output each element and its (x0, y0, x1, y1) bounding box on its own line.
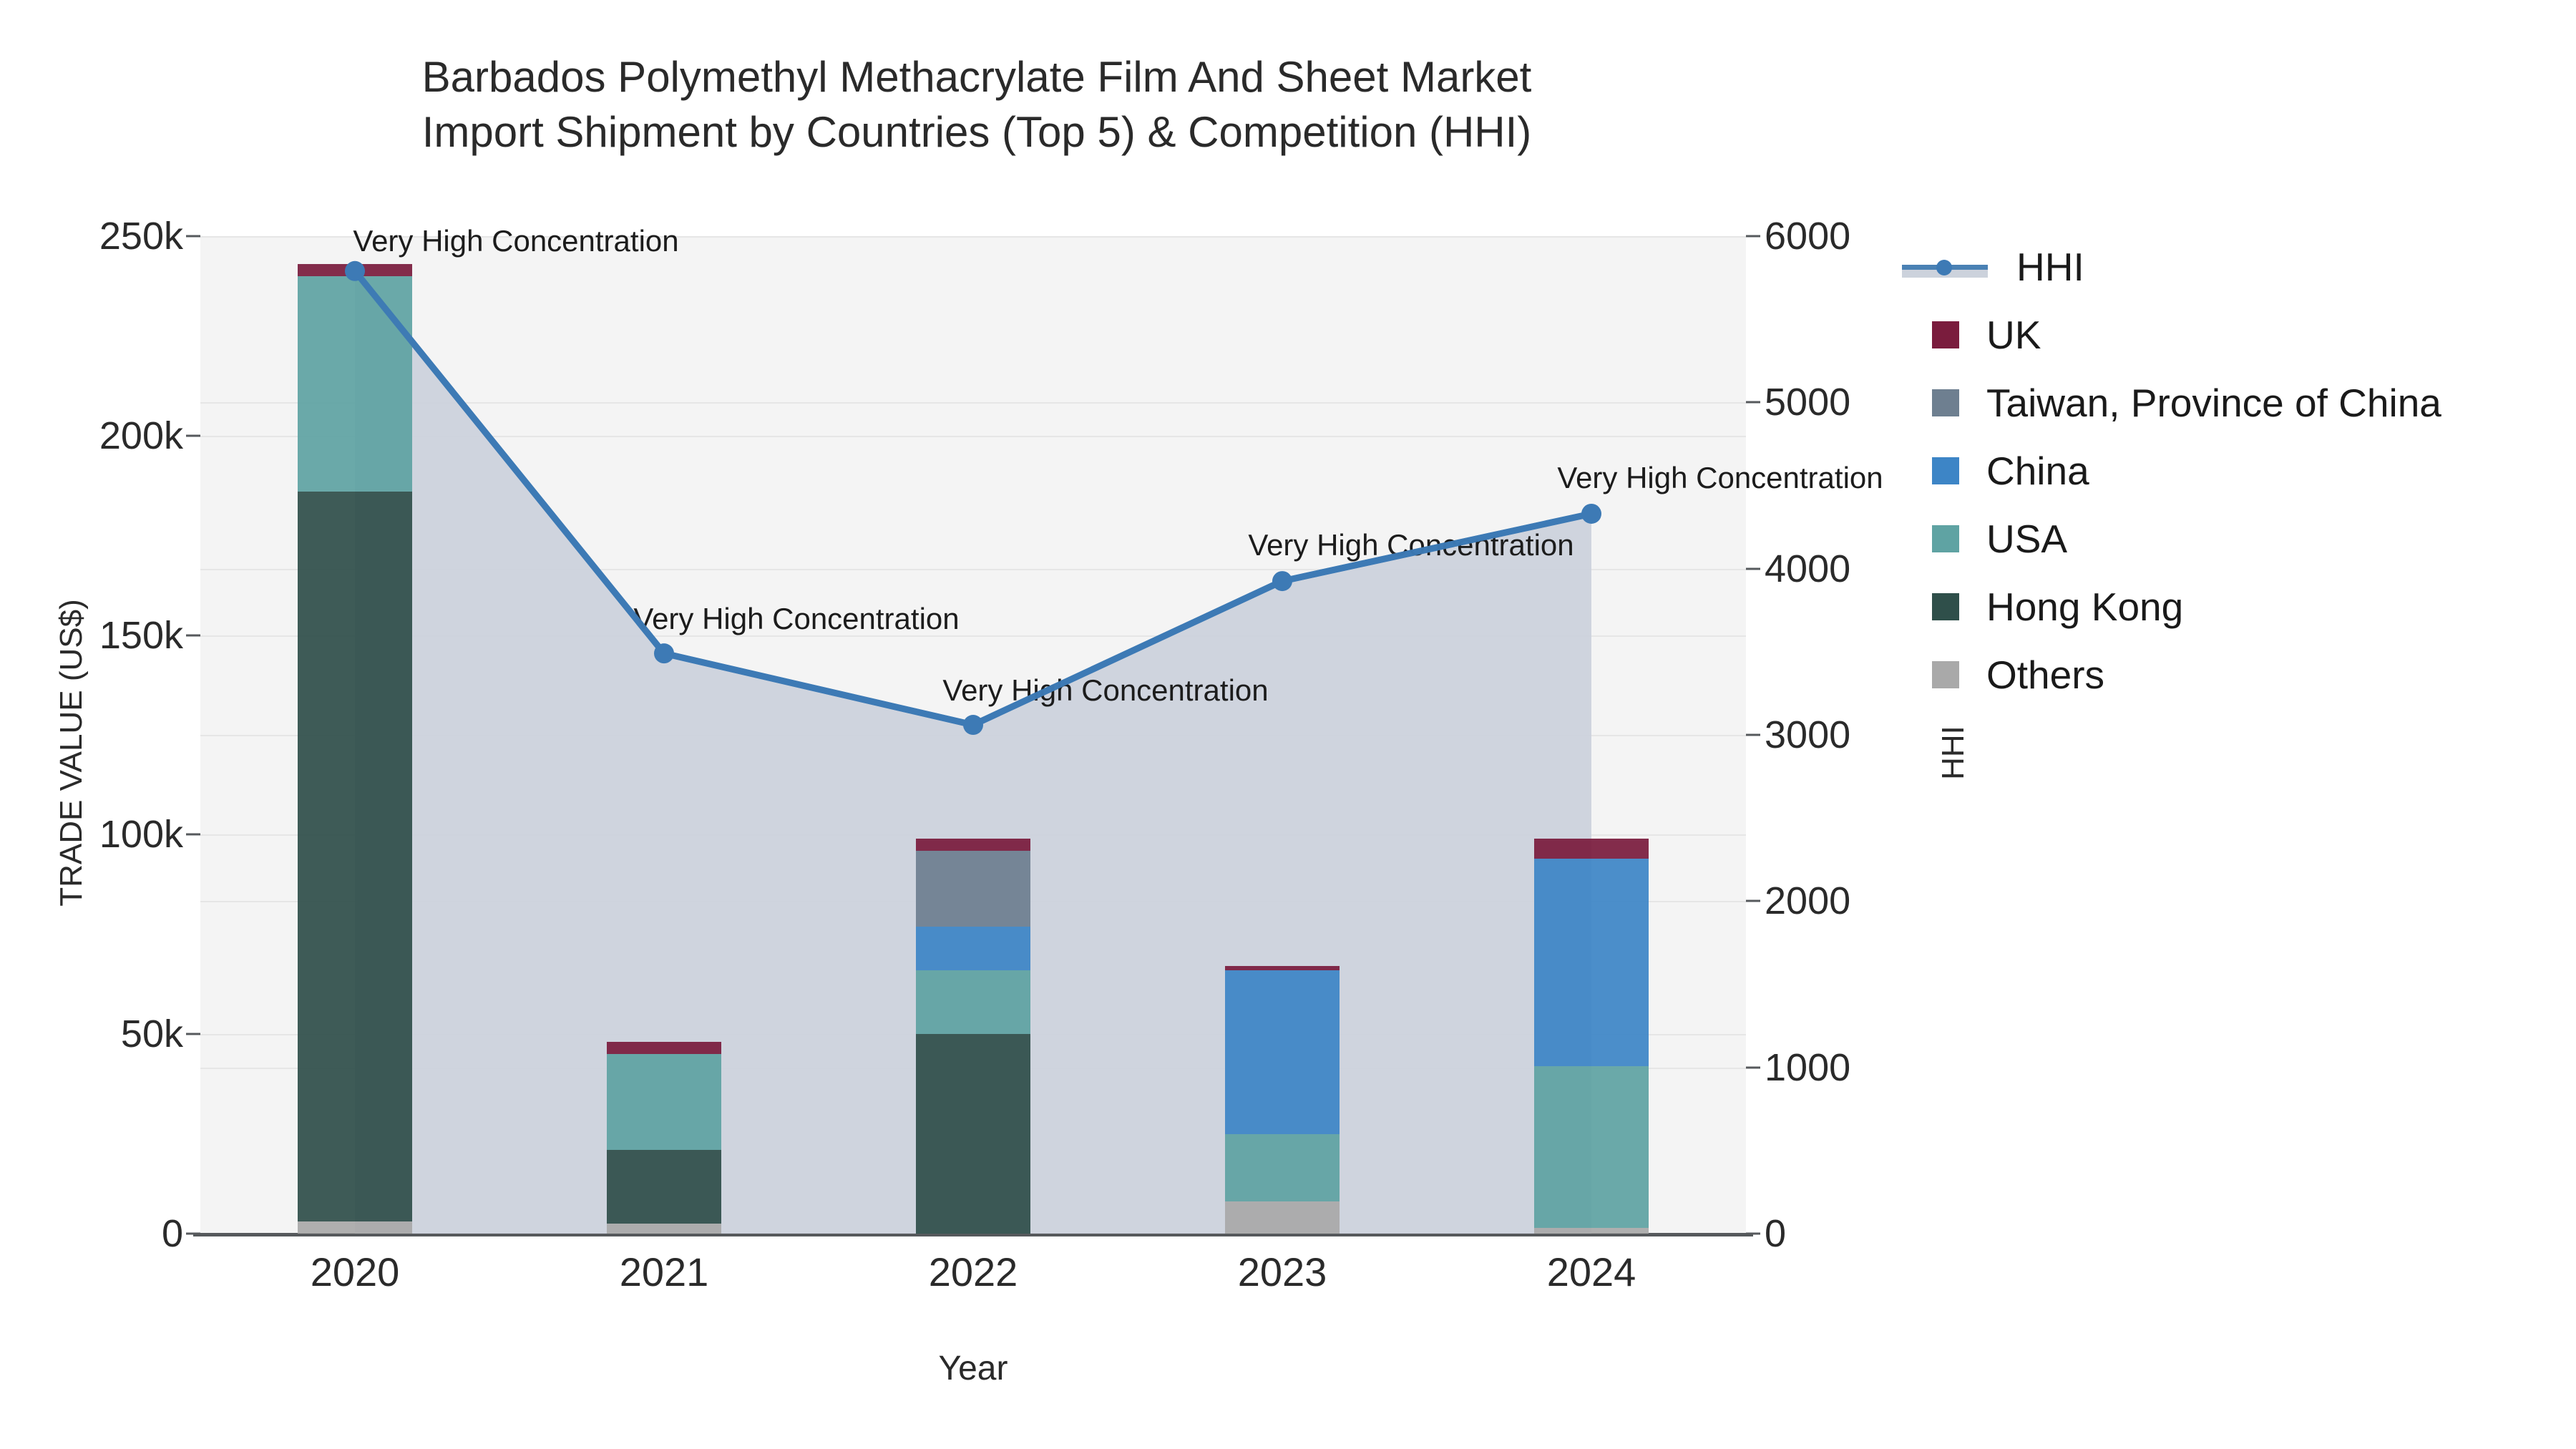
y-axis-label-left: TRADE VALUE (US$) (54, 599, 89, 907)
bar-segment-2022-uk[interactable] (916, 838, 1030, 851)
y-tick-left-200k: 200k (99, 414, 183, 457)
y-tickmark-right (1746, 1232, 1760, 1235)
y-tick-left-0: 0 (161, 1212, 183, 1255)
legend-item-hong-kong[interactable]: Hong Kong (1932, 572, 2562, 640)
legend-item-taiwan-province-of-china[interactable]: Taiwan, Province of China (1932, 369, 2562, 436)
y-tick-left-100k: 100k (99, 813, 183, 857)
y-tickmark-left (186, 235, 200, 238)
y-tickmark-right (1746, 401, 1760, 404)
gridline (200, 236, 1746, 238)
bar-segment-2022-china[interactable] (916, 926, 1030, 970)
y-tick-left-250k: 250k (99, 215, 183, 258)
y-tick-right-0: 0 (1765, 1212, 1787, 1255)
y-tickmark-left (186, 634, 200, 637)
y-tick-right-5000: 5000 (1765, 381, 1851, 424)
legend-item-uk[interactable]: UK (1932, 301, 2562, 369)
x-tick-2021: 2021 (619, 1249, 709, 1294)
x-axis-label: Year (938, 1350, 1008, 1387)
x-tick-2023: 2023 (1237, 1249, 1327, 1294)
bar-segment-2023-others[interactable] (1225, 1201, 1340, 1234)
y-tick-left-50k: 50k (120, 1013, 183, 1056)
legend-item-china[interactable]: China (1932, 436, 2562, 504)
legend-color-swatch (1932, 389, 1959, 416)
y-tick-right-3000: 3000 (1765, 713, 1851, 756)
legend-label: UK (1986, 312, 2041, 357)
legend-line-swatch-icon (1902, 253, 1988, 280)
y-tick-right-1000: 1000 (1765, 1045, 1851, 1089)
y-tickmark-right (1746, 567, 1760, 570)
legend-label: HHI (2016, 244, 2084, 289)
legend-label: Others (1986, 652, 2105, 697)
bar-group-2021[interactable] (607, 236, 721, 1234)
chart-title: Barbados Polymethyl Methacrylate Film An… (421, 53, 1532, 156)
bar-group-2023[interactable] (1225, 236, 1340, 1234)
legend-color-swatch (1932, 592, 1959, 620)
y-tick-right-6000: 6000 (1765, 215, 1851, 258)
bar-segment-2021-hong-kong[interactable] (607, 1149, 721, 1224)
x-tick-2022: 2022 (928, 1249, 1018, 1294)
y-tick-right-4000: 4000 (1765, 547, 1851, 590)
bar-segment-2024-china[interactable] (1534, 858, 1649, 1066)
legend-label: China (1986, 448, 2089, 493)
bar-segment-2023-uk[interactable] (1225, 966, 1340, 970)
legend-color-swatch (1932, 321, 1959, 348)
bar-segment-2023-usa[interactable] (1225, 1133, 1340, 1202)
bar-segment-2022-usa[interactable] (916, 970, 1030, 1035)
legend-color-swatch (1932, 525, 1959, 552)
legend-label: Hong Kong (1986, 584, 2184, 629)
y-tickmark-left (186, 833, 200, 836)
bar-segment-2023-china[interactable] (1225, 970, 1340, 1134)
y-tick-right-2000: 2000 (1765, 879, 1851, 923)
x-tick-2020: 2020 (310, 1249, 400, 1294)
y-tickmark-left (186, 1033, 200, 1035)
legend-item-hhi[interactable]: HHI (1902, 233, 2562, 301)
bar-segment-2021-uk[interactable] (607, 1042, 721, 1055)
legend-label: USA (1986, 516, 2068, 561)
y-tickmark-left (186, 1232, 200, 1235)
y-tickmark-right (1746, 899, 1760, 902)
bar-segment-2024-others[interactable] (1534, 1227, 1649, 1234)
bar-segment-2024-uk[interactable] (1534, 838, 1649, 859)
bar-segment-2022-taiwan-province-of-china[interactable] (916, 850, 1030, 927)
y-tick-left-150k: 150k (99, 613, 183, 657)
bar-group-2022[interactable] (916, 236, 1030, 1234)
x-tick-2024: 2024 (1546, 1249, 1636, 1294)
bar-segment-2020-others[interactable] (298, 1221, 412, 1234)
bar-segment-2021-others[interactable] (607, 1224, 721, 1234)
annotation-2024: Very High Concentration (1557, 460, 1883, 494)
annotation-2021: Very High Concentration (633, 602, 960, 636)
bar-segment-2024-usa[interactable] (1534, 1065, 1649, 1228)
chart-legend: HHI UK Taiwan, Province of China China USA Ho… (1902, 233, 2562, 708)
legend-item-usa[interactable]: USA (1932, 504, 2562, 572)
y-tickmark-right (1746, 235, 1760, 238)
bar-segment-2022-hong-kong[interactable] (916, 1034, 1030, 1234)
y-tickmark-right (1746, 1066, 1760, 1069)
annotation-2020: Very High Concentration (353, 223, 679, 258)
legend-color-swatch (1932, 457, 1959, 484)
legend-item-others[interactable]: Others (1932, 640, 2562, 708)
legend-color-swatch (1932, 660, 1959, 688)
annotation-2022: Very High Concentration (942, 673, 1269, 708)
x-axis-line (193, 1233, 1753, 1236)
y-tickmark-right (1746, 733, 1760, 736)
legend-label: Taiwan, Province of China (1986, 380, 2441, 425)
bar-segment-2021-usa[interactable] (607, 1054, 721, 1150)
bar-group-2024[interactable] (1534, 236, 1649, 1234)
annotation-2023: Very High Concentration (1248, 528, 1574, 562)
y-tickmark-left (186, 434, 200, 437)
